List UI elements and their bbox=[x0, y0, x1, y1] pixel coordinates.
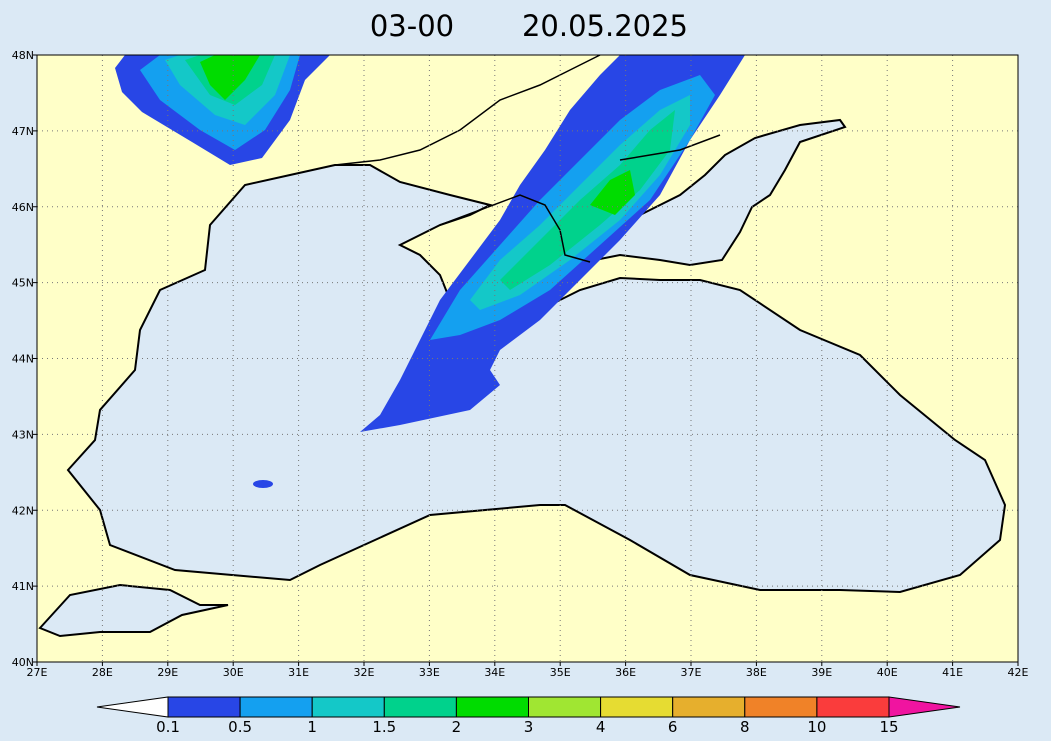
colorbar: 0.1 0.5 1 1.5 2 3 4 6 8 10 15 bbox=[96, 696, 961, 736]
colorbar-box bbox=[167, 696, 241, 718]
colorbar-label: 10 bbox=[807, 718, 826, 736]
colorbar-label: 6 bbox=[668, 718, 678, 736]
lat-label: 42N bbox=[12, 504, 34, 517]
crimea-border bbox=[439, 194, 591, 263]
lon-label: 36E bbox=[615, 666, 636, 679]
title-time: 03-00 bbox=[370, 9, 454, 43]
lat-label: 43N bbox=[12, 428, 34, 441]
sea-of-marmara bbox=[38, 583, 229, 638]
precip-area bbox=[500, 110, 675, 290]
colorbar-box bbox=[672, 696, 746, 718]
lon-label: 37E bbox=[681, 666, 702, 679]
colorbar-box bbox=[744, 696, 818, 718]
colorbar-box bbox=[455, 696, 529, 718]
lon-label: 31E bbox=[288, 666, 309, 679]
colorbar-box bbox=[816, 696, 890, 718]
lon-label: 34E bbox=[484, 666, 505, 679]
colorbar-label: 0.5 bbox=[228, 718, 252, 736]
colorbar-box bbox=[383, 696, 457, 718]
lat-label: 48N bbox=[12, 49, 34, 62]
grid bbox=[37, 55, 1018, 662]
colorbar-over bbox=[888, 696, 961, 718]
colorbar-label: 4 bbox=[596, 718, 606, 736]
colorbar-box bbox=[600, 696, 674, 718]
lon-label: 30E bbox=[223, 666, 244, 679]
lat-label: 45N bbox=[12, 277, 34, 290]
black-sea bbox=[66, 164, 1007, 594]
precip-area bbox=[200, 55, 260, 100]
lon-label: 42E bbox=[1008, 666, 1029, 679]
colorbar-label: 8 bbox=[740, 718, 750, 736]
lon-label: 29E bbox=[157, 666, 178, 679]
colorbar-label: 3 bbox=[524, 718, 534, 736]
lon-label: 27E bbox=[27, 666, 48, 679]
lat-label: 40N bbox=[12, 656, 34, 669]
sea-of-azov bbox=[557, 118, 847, 267]
lon-label: 41E bbox=[942, 666, 963, 679]
precip-area bbox=[253, 480, 273, 488]
colorbar-label: 2 bbox=[452, 718, 462, 736]
precipitation bbox=[115, 55, 745, 488]
coastline-north bbox=[334, 54, 721, 166]
lat-label: 41N bbox=[12, 580, 34, 593]
lon-label: 32E bbox=[354, 666, 375, 679]
precip-area bbox=[590, 170, 635, 215]
colorbar-box bbox=[528, 696, 602, 718]
lon-label: 40E bbox=[877, 666, 898, 679]
colorbar-label: 1 bbox=[307, 718, 317, 736]
colorbar-box bbox=[239, 696, 313, 718]
lat-label: 44N bbox=[12, 353, 34, 366]
map bbox=[36, 54, 1019, 663]
lon-label: 33E bbox=[419, 666, 440, 679]
lon-label: 39E bbox=[811, 666, 832, 679]
colorbar-label: 0.1 bbox=[156, 718, 180, 736]
lat-label: 47N bbox=[12, 125, 34, 138]
colorbar-label: 1.5 bbox=[372, 718, 396, 736]
lon-label: 38E bbox=[746, 666, 767, 679]
lat-label: 46N bbox=[12, 201, 34, 214]
colorbar-label: 15 bbox=[879, 718, 898, 736]
title-date: 20.05.2025 bbox=[522, 9, 688, 43]
colorbar-box bbox=[311, 696, 385, 718]
lon-label: 35E bbox=[550, 666, 571, 679]
lon-label: 28E bbox=[92, 666, 113, 679]
